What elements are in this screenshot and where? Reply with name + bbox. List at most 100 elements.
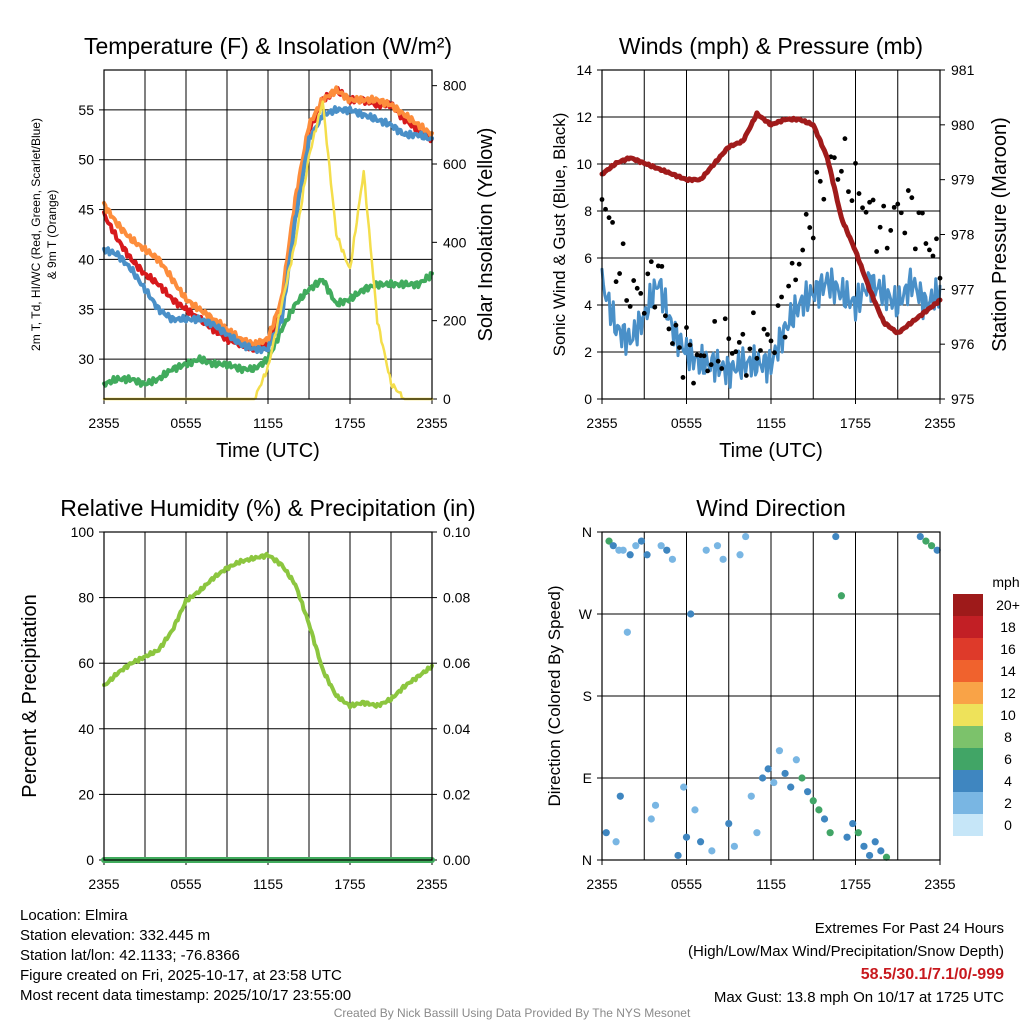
y-axis-label: Percent & Precipitation <box>19 594 41 797</box>
direction-point <box>637 537 646 545</box>
panel-title: Wind Direction <box>696 495 846 521</box>
direction-point <box>775 747 784 755</box>
y-tick-label: 40 <box>78 251 94 267</box>
x-tick-label: 1755 <box>840 415 871 431</box>
gust-point <box>624 298 630 303</box>
gust-point <box>867 199 872 205</box>
colorbar-label: 12 <box>1000 685 1016 701</box>
y2-tick-label: 600 <box>443 156 467 172</box>
station-info: Location: Elmira Station elevation: 332.… <box>20 906 351 1006</box>
y2-tick-label: 0 <box>443 391 451 407</box>
direction-point <box>632 542 640 550</box>
colorbar-swatch <box>953 770 983 792</box>
direction-point <box>736 551 744 559</box>
y-axis-label: Direction (Colored By Speed) <box>545 585 564 806</box>
gust-point <box>687 342 693 348</box>
plot-frame <box>103 531 433 861</box>
direction-point <box>882 853 891 861</box>
direction-point <box>643 551 651 559</box>
gust-point <box>902 230 908 236</box>
colorbar-label: 4 <box>1004 773 1012 789</box>
direction-point <box>843 833 851 841</box>
y2-tick-label: 0.02 <box>443 786 470 802</box>
x-tick-label: 2355 <box>924 876 955 892</box>
gust-point <box>701 353 707 359</box>
gust-point <box>912 246 918 252</box>
gust-point <box>627 303 633 309</box>
gust-point <box>817 178 823 184</box>
gust-point <box>796 261 802 267</box>
gust-point <box>652 304 658 310</box>
gust-point <box>916 210 922 216</box>
gust-point <box>715 358 721 364</box>
series-line <box>102 105 434 355</box>
gust-point <box>775 303 781 309</box>
y-tick-label: 0 <box>584 391 592 407</box>
y-tick-label: 80 <box>78 590 94 606</box>
y2-tick-label: 800 <box>443 78 467 94</box>
y2-tick-label: 977 <box>951 281 975 297</box>
y-tick-label: 30 <box>78 351 94 367</box>
gust-point <box>888 228 894 233</box>
direction-point <box>826 829 834 837</box>
colorbar-swatch <box>953 726 983 748</box>
y-axis-label: & 9m T (Orange) <box>45 190 59 280</box>
colorbar-swatch <box>953 638 983 660</box>
gust-point <box>800 247 806 253</box>
gust-point <box>655 263 661 269</box>
gust-point <box>923 241 929 246</box>
x-axis-label: Time (UTC) <box>216 440 320 462</box>
colorbar-swatch <box>953 792 983 814</box>
gust-point <box>927 247 932 253</box>
direction-point <box>764 765 772 773</box>
y-tick-label: 8 <box>584 203 592 219</box>
x-tick-label: 2355 <box>416 876 447 892</box>
y-tick-label: 12 <box>576 109 592 125</box>
colorbar-label: 14 <box>1000 663 1016 679</box>
direction-point <box>832 532 840 541</box>
y-tick-label: 100 <box>71 524 95 540</box>
y-tick-label: 50 <box>78 152 94 168</box>
direction-point <box>657 542 665 550</box>
gust-point <box>905 188 911 193</box>
gust-point <box>617 271 623 276</box>
direction-point <box>747 792 755 800</box>
gust-point <box>853 160 858 166</box>
gust-point <box>877 224 883 230</box>
gust-point <box>856 191 862 196</box>
x-tick-label: 1155 <box>756 415 786 431</box>
y2-tick-label: 0.08 <box>443 590 470 606</box>
y-tick-label: N <box>582 524 592 540</box>
gust-point <box>821 196 827 202</box>
gust-point <box>691 380 696 386</box>
station-elevation: Station elevation: 332.445 m <box>20 927 211 944</box>
direction-point <box>687 610 695 618</box>
figure-created: Figure created on Fri, 2025-10-17, at 23… <box>20 967 342 984</box>
gust-point <box>860 205 865 211</box>
x-tick-label: 1155 <box>756 876 786 892</box>
gust-point <box>884 245 890 251</box>
direction-point <box>623 628 631 636</box>
gust-point <box>779 294 784 300</box>
gust-point <box>673 322 679 328</box>
y-axis-label: Sonic Wind & Gust (Blue, Black) <box>550 113 569 357</box>
gust-point <box>881 203 887 209</box>
station-latlon: Station lat/lon: 42.1133; -76.8366 <box>20 947 240 964</box>
max-gust: Max Gust: 13.8 mph On 10/17 at 1725 UTC <box>713 989 1004 1006</box>
gust-point <box>747 346 753 352</box>
gust-point <box>831 155 837 161</box>
y-tick-label: N <box>582 852 592 868</box>
gust-point <box>807 225 813 230</box>
gust-point <box>659 263 665 269</box>
x-tick-label: 2355 <box>88 415 119 431</box>
gust-point <box>930 253 936 259</box>
direction-point <box>820 815 829 823</box>
y-tick-label: S <box>583 688 592 704</box>
gust-point <box>782 334 788 340</box>
direction-point <box>871 838 879 846</box>
y2-tick-label: 976 <box>951 336 975 352</box>
gust-point <box>698 353 703 358</box>
y2-tick-label: 981 <box>951 62 975 78</box>
direction-point <box>849 819 857 828</box>
gust-point <box>613 279 619 285</box>
